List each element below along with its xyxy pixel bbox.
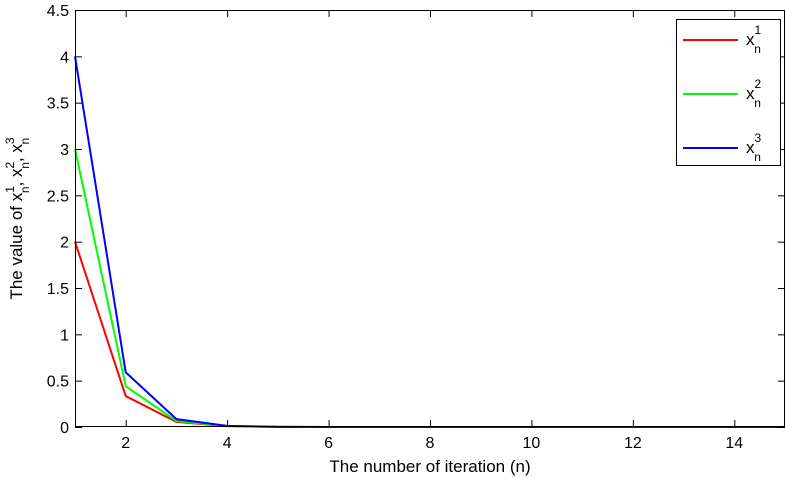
x-tick-label: 2	[121, 435, 130, 452]
x-tick-label: 14	[725, 435, 743, 452]
y-tick-label: 2	[60, 235, 69, 252]
y-tick-label: 2.5	[47, 188, 69, 205]
legend: x1 n x2 n x3 n	[676, 19, 781, 166]
plot-area	[75, 10, 785, 427]
y-tick-label: 4.5	[47, 3, 69, 20]
x-axis-title: The number of iteration (n)	[329, 457, 530, 476]
x-tick-labels: 2 4 6 8 10 12 14	[121, 435, 743, 452]
y-tick-label: 3.5	[47, 96, 69, 113]
y-tick-labels: 0 0.5 1 1.5 2 2.5 3 3.5 4 4.5	[47, 3, 69, 437]
x-tick-label: 10	[523, 435, 541, 452]
y-tick-label: 1	[60, 327, 69, 344]
ticks-layer	[75, 10, 785, 428]
y-axis-title: The value of x1n, x2n, x3n	[3, 137, 32, 299]
legend-label-x3: x3 n	[746, 131, 762, 164]
legend-box	[676, 19, 781, 166]
y-tick-label: 1.5	[47, 281, 69, 298]
x-tick-label: 8	[426, 435, 435, 452]
y-tick-label: 0.5	[47, 374, 69, 391]
y-tick-label: 4	[60, 49, 69, 66]
x-tick-label: 4	[223, 435, 232, 452]
legend-label-x2: x2 n	[746, 77, 762, 110]
legend-label-x1: x1 n	[746, 23, 762, 56]
y-tick-label: 0	[60, 420, 69, 437]
x-tick-label: 12	[624, 435, 642, 452]
x-tick-label: 6	[324, 435, 333, 452]
y-tick-label: 3	[60, 142, 69, 159]
